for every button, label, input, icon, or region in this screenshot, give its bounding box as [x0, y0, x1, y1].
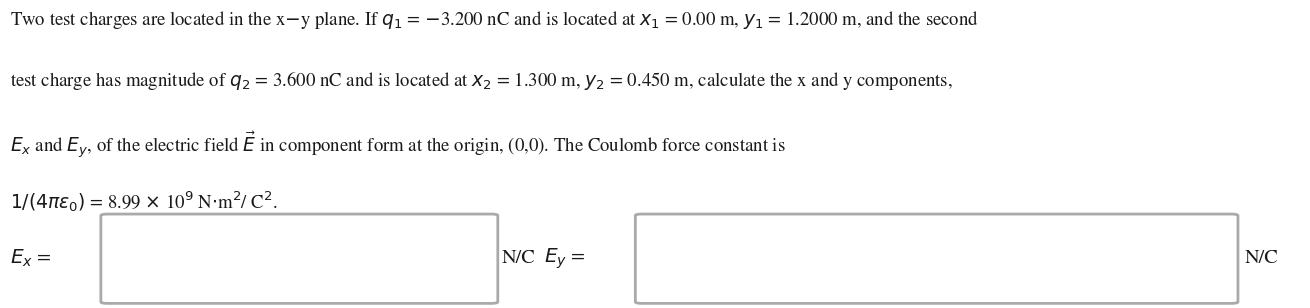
Text: $E_x$ and $E_y$, of the electric field $\vec{E}$ in component form at the origin: $E_x$ and $E_y$, of the electric field $…: [10, 129, 786, 160]
Text: $E_x$ =: $E_x$ =: [10, 248, 52, 270]
Text: Two test charges are located in the x$-$y plane. If $q_1$ = $-$3.200 nC and is l: Two test charges are located in the x$-$…: [10, 9, 980, 31]
FancyBboxPatch shape: [101, 214, 498, 303]
FancyBboxPatch shape: [635, 214, 1238, 303]
Text: $1/(4\pi\epsilon_0)$ = 8.99 $\times$ 10$^9$ N$\cdot$m$^2$/ C$^2$.: $1/(4\pi\epsilon_0)$ = 8.99 $\times$ 10$…: [10, 189, 278, 214]
Text: test charge has magnitude of $q_2$ = 3.600 nC and is located at $x_2$ = 1.300 m,: test charge has magnitude of $q_2$ = 3.6…: [10, 69, 954, 92]
Text: N/C: N/C: [1244, 250, 1279, 267]
Text: N/C: N/C: [502, 250, 536, 267]
Text: $E_y$ =: $E_y$ =: [544, 246, 586, 271]
